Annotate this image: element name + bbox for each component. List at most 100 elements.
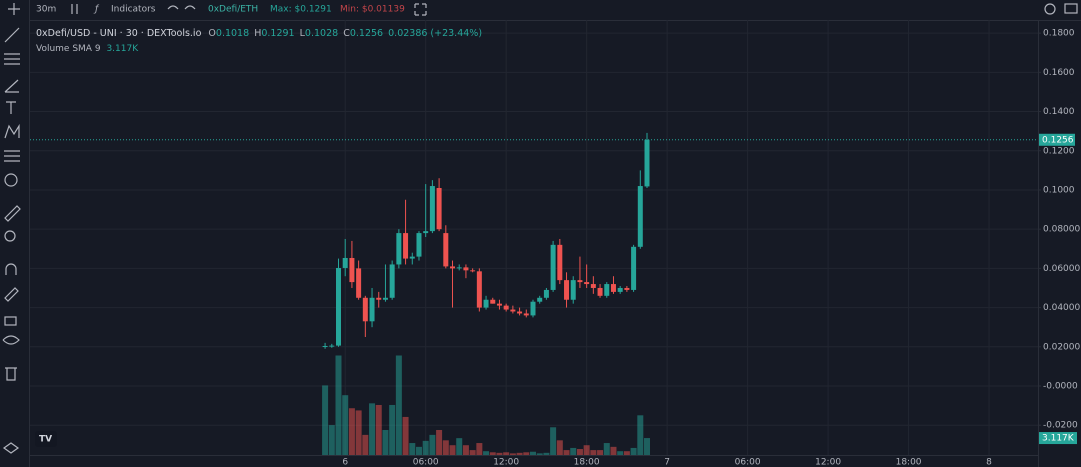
- fullscreen-button[interactable]: [414, 3, 427, 16]
- candle-body: [382, 297, 388, 300]
- volume-bar: [630, 447, 637, 455]
- candle-body: [362, 297, 368, 322]
- lock-tool[interactable]: [4, 316, 17, 326]
- volume-bar: [597, 450, 604, 455]
- interval-button[interactable]: 30m: [36, 5, 56, 15]
- visibility-tool[interactable]: [2, 335, 20, 345]
- candle-body: [530, 301, 536, 316]
- candle-body: [610, 284, 616, 292]
- candle-body: [342, 257, 348, 268]
- x-tick-label: 18:00: [574, 458, 600, 467]
- delete-tool[interactable]: [5, 367, 17, 381]
- undo-button[interactable]: [167, 5, 179, 10]
- legend-high: 0.1291: [261, 28, 294, 39]
- indicators-button[interactable]: Indicators: [111, 5, 156, 15]
- volume-bar: [523, 452, 530, 455]
- candle-body: [510, 309, 516, 312]
- x-tick-label: 12:00: [493, 458, 519, 467]
- candle-body: [644, 139, 650, 187]
- volume-bar: [362, 434, 369, 455]
- candle-body: [329, 345, 335, 347]
- volume-indicator-name: Volume SMA 9: [36, 44, 101, 54]
- candle-body: [624, 287, 630, 290]
- candle-body: [336, 267, 342, 346]
- y-tick-label: 0.06000: [1043, 264, 1080, 274]
- magnet-tool[interactable]: [5, 263, 17, 275]
- y-tick-label: 0.1800: [1043, 29, 1075, 39]
- candle-body: [369, 297, 375, 322]
- volume-bar: [369, 403, 376, 455]
- settings-button[interactable]: [1044, 3, 1056, 15]
- screenshot-button[interactable]: [1064, 3, 1078, 14]
- pair-button[interactable]: 0xDefi/ETH: [208, 5, 258, 15]
- ruler-tool[interactable]: [4, 205, 21, 222]
- x-tick-label: 06:00: [413, 458, 439, 467]
- volume-bar: [644, 438, 651, 455]
- lock-drawing-tool[interactable]: [4, 287, 19, 302]
- volume-bar: [576, 449, 583, 455]
- legend-open: 0.1018: [216, 28, 249, 39]
- chart-type-button[interactable]: [71, 4, 78, 14]
- volume-legend: Volume SMA 9 3.117K: [36, 44, 139, 54]
- volume-bar: [335, 355, 342, 455]
- volume-bar: [382, 429, 389, 455]
- volume-bar: [603, 443, 610, 455]
- volume-bar: [422, 440, 429, 455]
- legend-key: O: [208, 28, 215, 39]
- layers-tool[interactable]: [2, 442, 20, 454]
- candle-body: [543, 289, 549, 298]
- fx-icon: ƒ: [93, 5, 100, 15]
- x-tick-label: 7: [664, 458, 670, 467]
- x-tick-label: 6: [342, 458, 348, 467]
- candle-body: [523, 313, 529, 316]
- candle-body: [463, 267, 469, 271]
- brush-tool[interactable]: [4, 79, 19, 93]
- prediction-tool[interactable]: [4, 150, 20, 162]
- candle-body: [637, 186, 643, 247]
- volume-bar: [436, 429, 443, 455]
- volume-indicator-value: 3.117K: [106, 44, 139, 54]
- volume-bar: [570, 447, 577, 455]
- volume-bar: [469, 450, 476, 455]
- volume-bar: [429, 434, 436, 455]
- zoom-tool[interactable]: [4, 230, 16, 242]
- candle-body: [503, 305, 509, 310]
- x-tick-label: 06:00: [735, 458, 761, 467]
- volume-bar: [462, 445, 469, 455]
- legend-key: L: [300, 28, 306, 39]
- candle-body: [550, 244, 556, 290]
- candle-body: [570, 280, 576, 300]
- volume-bar: [415, 446, 422, 455]
- volume-bar: [409, 443, 416, 455]
- redo-button[interactable]: [184, 5, 196, 10]
- candle-body: [450, 266, 456, 269]
- candle-body: [470, 270, 476, 272]
- candle-body: [349, 257, 355, 283]
- candle-body: [617, 287, 623, 292]
- volume-bar: [402, 416, 409, 455]
- y-tick-label: 0.1200: [1043, 146, 1075, 156]
- chart-title: 0xDefi/USD - UNI · 30 · DEXTools.io: [36, 28, 202, 39]
- legend-change: 0.02386 (+23.44%): [388, 28, 482, 39]
- text-tool[interactable]: [6, 101, 16, 114]
- candle-body: [557, 244, 563, 281]
- emoji-tool[interactable]: [4, 173, 18, 187]
- y-tick-label: 0.1400: [1043, 107, 1075, 117]
- legend-low: 0.1028: [305, 28, 338, 39]
- y-tick-label: 0.1600: [1043, 68, 1075, 78]
- volume-tag-label: 3.117K: [1042, 434, 1075, 444]
- plot-area: 0.1800 0.1600 0.1400 0.1200 0.1000 0.08000 0.0…: [30, 20, 1080, 467]
- pattern-tool[interactable]: [4, 123, 20, 139]
- volume-bar: [550, 427, 557, 455]
- trendline-tool[interactable]: [4, 27, 20, 43]
- volume-bar: [322, 385, 329, 455]
- candle-body: [483, 299, 489, 308]
- candle-body: [396, 233, 402, 265]
- volume-bar: [496, 452, 503, 455]
- legend-key: H: [254, 28, 261, 39]
- fib-tool[interactable]: [4, 53, 20, 65]
- candle-body: [456, 267, 462, 269]
- crosshair-tool[interactable]: [8, 3, 20, 15]
